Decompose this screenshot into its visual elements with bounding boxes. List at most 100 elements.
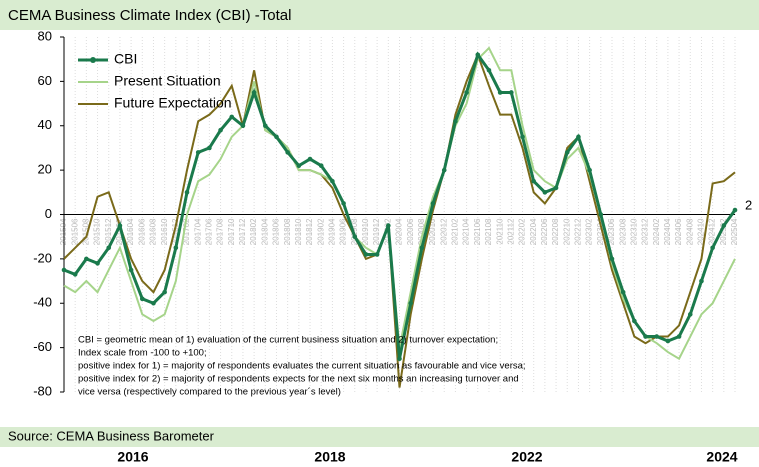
y-tick-label: 60 [38,73,52,88]
x-tick-label: 202406 [674,218,683,245]
x-tick-label: 202204 [529,218,538,245]
point [475,52,481,58]
point [84,256,89,262]
x-tick-label: 202012 [439,218,448,245]
x-tick-label: 202310 [629,218,638,245]
point [531,178,536,184]
legend-label: Present Situation [114,73,221,89]
annotation: vice versa (respectively compared to the… [78,387,341,398]
x-tick-label: 202102 [451,218,460,245]
x-tick-label: 202010 [428,218,437,245]
point [386,223,391,228]
source-bar [0,427,759,447]
point [620,289,626,295]
x-tick-label: 201612 [171,218,180,245]
legend-label: Future Expectation [114,95,232,111]
point [95,261,100,266]
point [486,67,492,73]
x-tick-label: 202302 [585,218,594,245]
point [654,334,660,339]
x-tick-label: 202008 [417,218,426,245]
point [341,201,346,206]
x-tick-label: 201610 [160,218,169,245]
x-tick-label: 202106 [473,218,482,245]
point [307,156,313,162]
x-tick-label: 201912 [372,218,381,245]
y-tick-label: 40 [38,117,52,132]
x-tick-label: 201708 [216,218,225,245]
y-tick-label: 20 [38,162,52,177]
point [363,252,369,257]
point [173,245,179,251]
point [240,123,246,129]
point [263,123,268,129]
point [374,252,380,257]
x-tick-label: 202112 [506,218,515,245]
point [553,185,559,191]
x-tick-label: 202312 [641,218,650,245]
x-tick-label: 201812 [305,218,314,245]
x-tick-label: 201808 [283,218,292,245]
point [542,190,548,195]
y-tick-label: -80 [33,383,52,398]
year-label: 2018 [314,449,345,465]
x-tick-label: 201706 [204,218,213,245]
source: Source: CEMA Business Barometer [8,428,215,443]
x-tick-label: 202208 [551,218,560,245]
point [117,223,123,228]
x-tick-label: 201802 [249,218,258,245]
y-tick-label: -20 [33,250,52,265]
point [430,201,436,206]
x-tick-label: 202308 [618,218,627,245]
point [632,318,637,324]
x-tick-label: 202104 [462,218,471,245]
annotation: CBI = geometric mean of 1) evaluation of… [78,335,498,346]
point [464,90,469,95]
x-tick-label: 201810 [294,218,303,245]
x-tick-label: 202206 [540,218,549,245]
y-tick-label: -40 [33,295,52,310]
x-tick-label: 202304 [596,218,605,245]
x-tick-label: 202412 [708,218,717,245]
point [229,114,235,120]
point [721,223,727,228]
year-label: 2016 [117,449,148,465]
x-tick-label: 202502 [719,218,728,245]
x-tick-label: 202504 [730,218,739,245]
value-label: 2 [745,198,752,213]
x-tick-label: 201506 [70,218,79,245]
point [318,163,324,168]
point [710,245,715,251]
x-tick-label: 201604 [126,218,135,245]
y-tick-label: 80 [38,28,52,43]
point [195,150,201,155]
x-tick-label: 201702 [182,218,191,245]
point [598,212,604,217]
point [441,167,447,173]
point [643,334,648,339]
point [296,163,302,168]
annotation: positive index for 2) = majority of resp… [78,374,519,385]
chart-title: CEMA Business Climate Index (CBI) -Total [8,7,291,24]
x-tick-label: 201902 [316,218,325,245]
point [274,134,279,140]
x-tick-label: 201804 [260,218,269,245]
point [330,178,335,184]
point [251,90,257,95]
x-tick-label: 202402 [652,218,661,245]
point [106,245,112,251]
point [218,127,223,133]
point [609,256,615,262]
year-label: 2022 [511,449,542,465]
point [453,119,458,124]
point [184,190,190,195]
point [408,300,413,306]
point [162,289,167,295]
legend-marker [90,57,96,63]
x-tick-label: 202408 [685,218,694,245]
title-bar [0,0,759,30]
x-tick-label: 201512 [104,218,113,245]
point [285,150,290,155]
x-tick-label: 201906 [339,218,348,245]
